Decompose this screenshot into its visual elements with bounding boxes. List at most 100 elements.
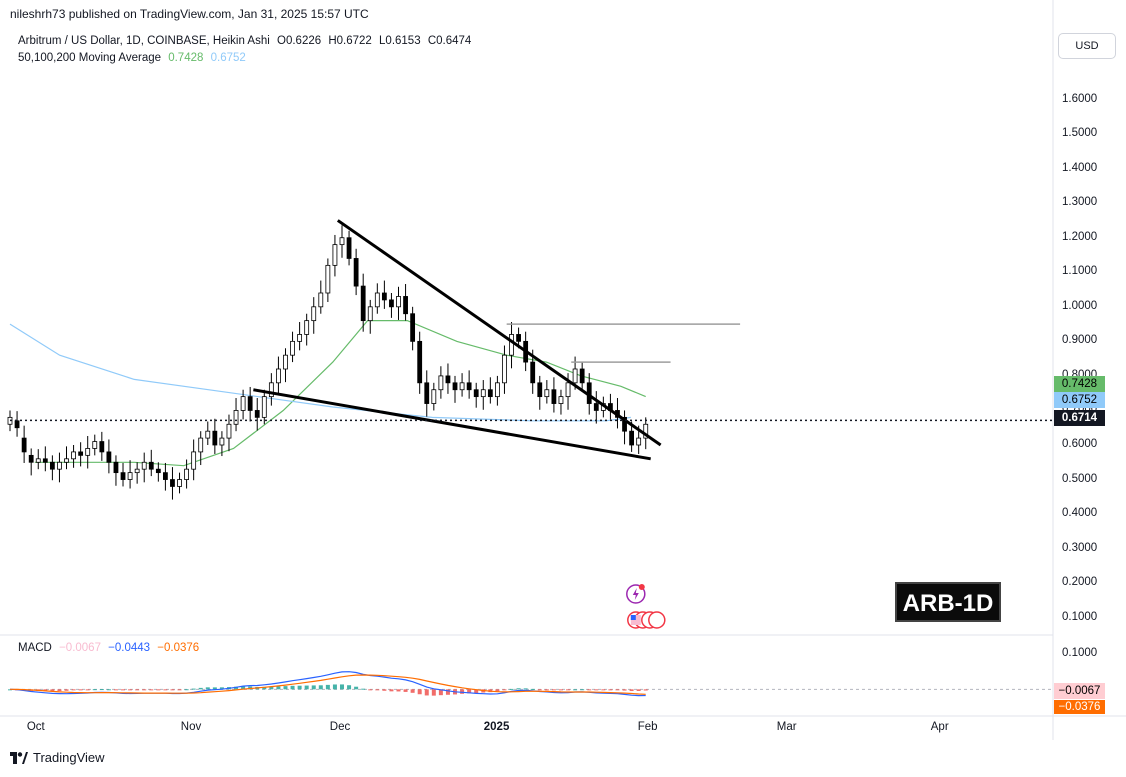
macd-histogram-bar xyxy=(537,689,542,691)
ohlc-low: L0.6153 xyxy=(379,35,421,47)
macd-histogram-bar xyxy=(347,685,352,690)
macd-histogram-bar xyxy=(142,689,147,691)
candle-body xyxy=(643,423,649,439)
candle-body xyxy=(353,258,359,287)
x-tick-label: 2025 xyxy=(483,721,510,733)
macd-histogram-bar xyxy=(615,689,620,691)
macd-histogram-bar xyxy=(311,685,316,690)
candle-body xyxy=(92,441,98,449)
macd-histogram-bar xyxy=(184,689,189,691)
macd-histogram-bar xyxy=(290,685,295,690)
macd-histogram-bar xyxy=(431,689,436,696)
ma100-price-tag: 0.6752 xyxy=(1054,392,1105,408)
x-tick-label: Dec xyxy=(329,721,351,733)
macd-histogram-bar xyxy=(544,689,549,691)
macd-histogram-bar xyxy=(622,689,627,691)
ohlc-close: C0.6474 xyxy=(427,35,472,47)
candle-body xyxy=(530,361,536,384)
macd-histogram-bar xyxy=(212,687,217,690)
candle-body xyxy=(290,340,295,356)
macd-histogram-bar xyxy=(99,689,104,691)
y-tick-label: 1.5000 xyxy=(1062,127,1098,140)
candle-body xyxy=(480,389,486,398)
macd-histogram-bar xyxy=(85,689,90,691)
candle-body xyxy=(593,403,599,411)
macd-histogram-bar xyxy=(163,689,168,691)
macd-histogram-bar xyxy=(403,689,408,692)
macd-histogram-bar xyxy=(304,685,309,690)
ma-label[interactable]: 50,100,200 Moving Average xyxy=(18,52,162,64)
macd-histogram-bar xyxy=(566,689,571,691)
macd-histogram-bar xyxy=(339,684,344,690)
candle-body xyxy=(304,320,310,335)
ideas-event-icon xyxy=(626,584,646,604)
macd-histogram-bar xyxy=(438,689,443,696)
candle-body xyxy=(318,292,324,308)
candle-body xyxy=(311,306,317,322)
macd-histogram-bar xyxy=(332,684,337,690)
candle-body xyxy=(558,396,564,404)
candle-body xyxy=(438,375,444,391)
macd-histogram-bar xyxy=(170,689,175,691)
candle-body xyxy=(71,451,76,460)
y-tick-label: 1.4000 xyxy=(1062,161,1098,174)
candle-body xyxy=(184,468,189,480)
candle-body xyxy=(254,410,260,418)
y-tick-label: 0.5000 xyxy=(1062,472,1098,485)
macd-line-value: −0.0443 xyxy=(108,642,151,654)
macd-hist-tag: −0.0067 xyxy=(1054,683,1105,699)
macd-histogram-bar xyxy=(502,689,507,691)
candle-body xyxy=(99,441,105,453)
candle-body xyxy=(141,461,147,470)
candle-body xyxy=(21,437,27,453)
macd-histogram-bar xyxy=(262,686,267,690)
macd-histogram-bar xyxy=(389,689,394,692)
trendline-lower xyxy=(253,388,651,461)
candle-body xyxy=(622,416,627,432)
ma50-price-tag: 0.7428 xyxy=(1054,376,1105,392)
candle-body xyxy=(544,389,550,398)
candle-body xyxy=(360,285,366,322)
macd-histogram-bar xyxy=(601,689,606,691)
x-tick-label: Apr xyxy=(930,721,949,733)
candle-body xyxy=(636,437,642,446)
macd-histogram-bar xyxy=(445,689,450,695)
candle-body xyxy=(134,468,140,474)
symbol-name[interactable]: Arbitrum / US Dollar, 1D, COINBASE, Heik… xyxy=(18,35,270,47)
currency-button[interactable]: USD xyxy=(1058,33,1116,59)
y-tick-label: 0.4000 xyxy=(1062,507,1098,520)
candle-body xyxy=(233,410,239,425)
macd-histogram-bar xyxy=(636,689,641,691)
macd-histogram-bar xyxy=(269,686,274,690)
candle-body xyxy=(424,382,430,404)
footer-brand: TradingView xyxy=(33,750,105,765)
macd-signal-tag: −0.0376 xyxy=(1054,700,1105,714)
y-tick-label: 0.3000 xyxy=(1062,541,1098,554)
macd-histogram-bar xyxy=(177,689,182,691)
macd-histogram-bar xyxy=(375,689,380,691)
candle-body xyxy=(516,334,521,342)
candle-body xyxy=(177,479,182,487)
candle-body xyxy=(35,458,41,463)
candle-body xyxy=(389,299,394,308)
y-tick-label: 1.0000 xyxy=(1062,299,1098,312)
y-tick-label: 0.6000 xyxy=(1062,438,1098,450)
ma-line-ma200 xyxy=(9,323,631,422)
macd-histogram-bar xyxy=(474,689,479,694)
candle-body xyxy=(417,340,423,384)
economic-events-flag-icon xyxy=(627,611,666,629)
candle-body xyxy=(268,382,274,398)
candle-body xyxy=(78,451,84,456)
candle-body xyxy=(28,454,34,463)
candle-body xyxy=(163,472,168,480)
ohlc-high: H0.6722 xyxy=(328,35,372,47)
candle-body xyxy=(551,389,557,404)
macd-histogram-bar xyxy=(78,689,83,691)
symbol-legend: Arbitrum / US Dollar, 1D, COINBASE, Heik… xyxy=(18,35,475,47)
candle-body xyxy=(120,472,126,480)
macd-hist-value: −0.0067 xyxy=(59,642,101,654)
macd-histogram-bar xyxy=(205,687,210,690)
macd-label[interactable]: MACD xyxy=(18,642,52,654)
macd-histogram-bar xyxy=(516,688,521,690)
